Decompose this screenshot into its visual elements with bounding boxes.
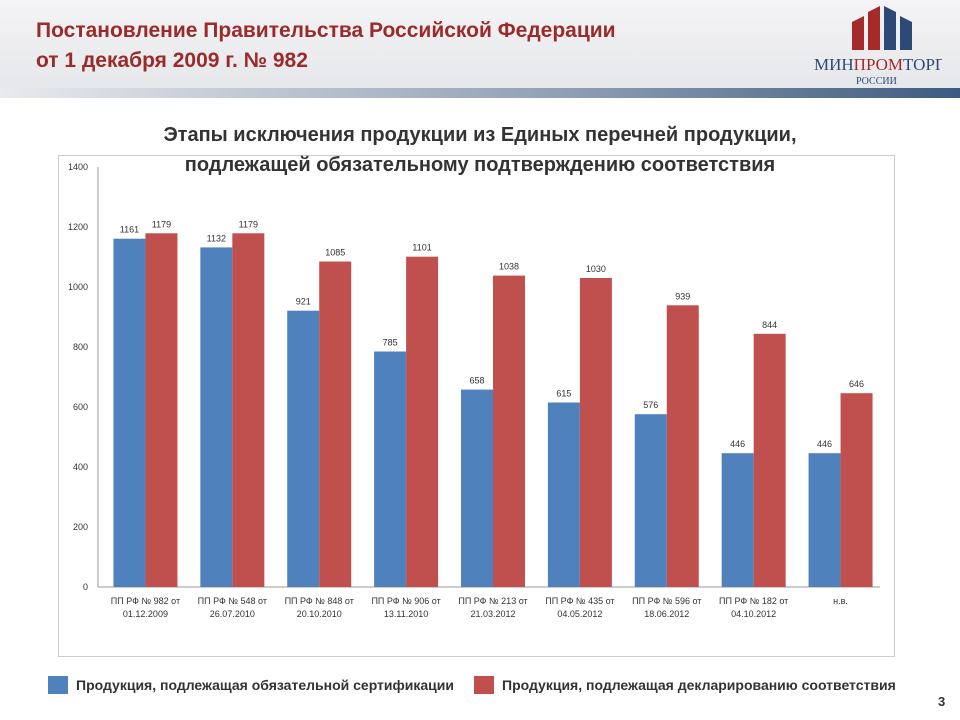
data-label: 1161 xyxy=(120,225,139,235)
svg-text:РОССИИ: РОССИИ xyxy=(856,76,897,87)
x-tick-label: ПП РФ № 182 от xyxy=(719,596,788,606)
bar-declaration xyxy=(666,305,699,587)
bar-declaration xyxy=(406,256,439,587)
data-label: 658 xyxy=(469,376,484,386)
legend-swatch-red xyxy=(474,676,494,694)
x-tick-label: 04.05.2012 xyxy=(557,609,602,619)
chart-title-line-2: подлежащей обязательному подтверждению с… xyxy=(184,154,776,176)
y-tick-label: 600 xyxy=(73,402,88,412)
bar-certification xyxy=(634,414,667,587)
chart-title: Этапы исключения продукции из Единых пер… xyxy=(60,120,900,180)
y-tick-label: 800 xyxy=(73,342,88,352)
x-tick-label: 20.10.2010 xyxy=(297,609,342,619)
data-label: 844 xyxy=(762,320,777,330)
bar-declaration xyxy=(840,393,873,587)
bar-declaration xyxy=(493,275,525,587)
data-label: 1101 xyxy=(412,243,431,253)
data-label: 1132 xyxy=(207,233,226,243)
svg-text:МИНПРОМТОРГ: МИНПРОМТОРГ xyxy=(814,55,942,74)
chart-title-line-1: Этапы исключения продукции из Единых пер… xyxy=(163,124,797,146)
minpromtorg-logo: МИНПРОМТОРГ РОССИИ xyxy=(814,6,942,87)
x-tick-label: ПП РФ № 596 от xyxy=(632,596,701,606)
data-label: 576 xyxy=(643,400,658,410)
x-tick-label: 21.03.2012 xyxy=(470,609,515,619)
bar-certification xyxy=(721,453,754,587)
data-label: 446 xyxy=(730,439,745,449)
bar-declaration xyxy=(145,233,178,588)
header-divider xyxy=(0,88,960,98)
slide-title: Постановление Правительства Российской Ф… xyxy=(36,16,616,76)
x-tick-label: н.в. xyxy=(833,596,848,606)
bar-declaration xyxy=(753,333,786,587)
y-tick-label: 0 xyxy=(83,582,88,592)
bar-certification xyxy=(200,247,233,587)
data-label: 1085 xyxy=(325,248,345,258)
bar-certification xyxy=(374,351,407,587)
bar-certification xyxy=(113,238,146,587)
legend-label: Продукция, подлежащая обязательной серти… xyxy=(76,677,454,693)
bar-certification xyxy=(547,402,580,587)
data-label: 939 xyxy=(675,291,690,301)
y-tick-label: 1000 xyxy=(68,282,88,292)
x-tick-label: 01.12.2009 xyxy=(123,609,168,619)
title-line-1: Постановление Правительства Российской Ф… xyxy=(36,19,616,42)
y-tick-label: 400 xyxy=(73,462,88,472)
bar-certification xyxy=(461,389,493,587)
x-tick-label: 26.07.2010 xyxy=(210,609,255,619)
x-tick-label: 13.11.2010 xyxy=(384,609,428,619)
x-tick-label: ПП РФ № 548 от xyxy=(198,596,267,606)
bar-declaration xyxy=(579,278,612,587)
chart-frame xyxy=(58,155,895,657)
bar-declaration xyxy=(319,261,352,587)
y-tick-label: 200 xyxy=(73,522,88,532)
y-tick-label: 1400 xyxy=(68,162,88,172)
data-label: 1179 xyxy=(152,219,171,229)
data-label: 446 xyxy=(817,439,832,449)
legend-swatch-blue xyxy=(48,676,68,694)
data-label: 785 xyxy=(383,338,398,348)
y-tick-label: 1200 xyxy=(68,222,88,232)
data-label: 615 xyxy=(556,389,571,399)
x-tick-label: ПП РФ № 213 от xyxy=(458,596,527,606)
legend-item-declaration: Продукция, подлежащая декларированию соо… xyxy=(474,676,896,694)
bar-declaration xyxy=(232,233,265,588)
bar-certification xyxy=(287,310,320,587)
x-tick-label: ПП РФ № 435 от xyxy=(545,596,614,606)
bar-certification xyxy=(808,453,841,587)
legend-item-certification: Продукция, подлежащая обязательной серти… xyxy=(48,676,454,694)
x-tick-label: ПП РФ № 848 от xyxy=(285,596,354,606)
data-label: 921 xyxy=(296,297,311,307)
data-label: 646 xyxy=(849,379,864,389)
page-number: 3 xyxy=(938,694,946,709)
x-tick-label: ПП РФ № 906 от xyxy=(371,596,440,606)
title-line-2: от 1 декабря 2009 г. № 982 xyxy=(36,49,308,72)
data-label: 1030 xyxy=(586,264,606,274)
data-label: 1038 xyxy=(499,262,519,272)
x-tick-label: 04.10.2012 xyxy=(731,609,776,619)
x-tick-label: 18.06.2012 xyxy=(644,609,689,619)
data-label: 1179 xyxy=(239,219,258,229)
header xyxy=(0,0,960,90)
x-tick-label: ПП РФ № 982 от xyxy=(111,596,180,606)
legend-label: Продукция, подлежащая декларированию соо… xyxy=(502,677,896,693)
